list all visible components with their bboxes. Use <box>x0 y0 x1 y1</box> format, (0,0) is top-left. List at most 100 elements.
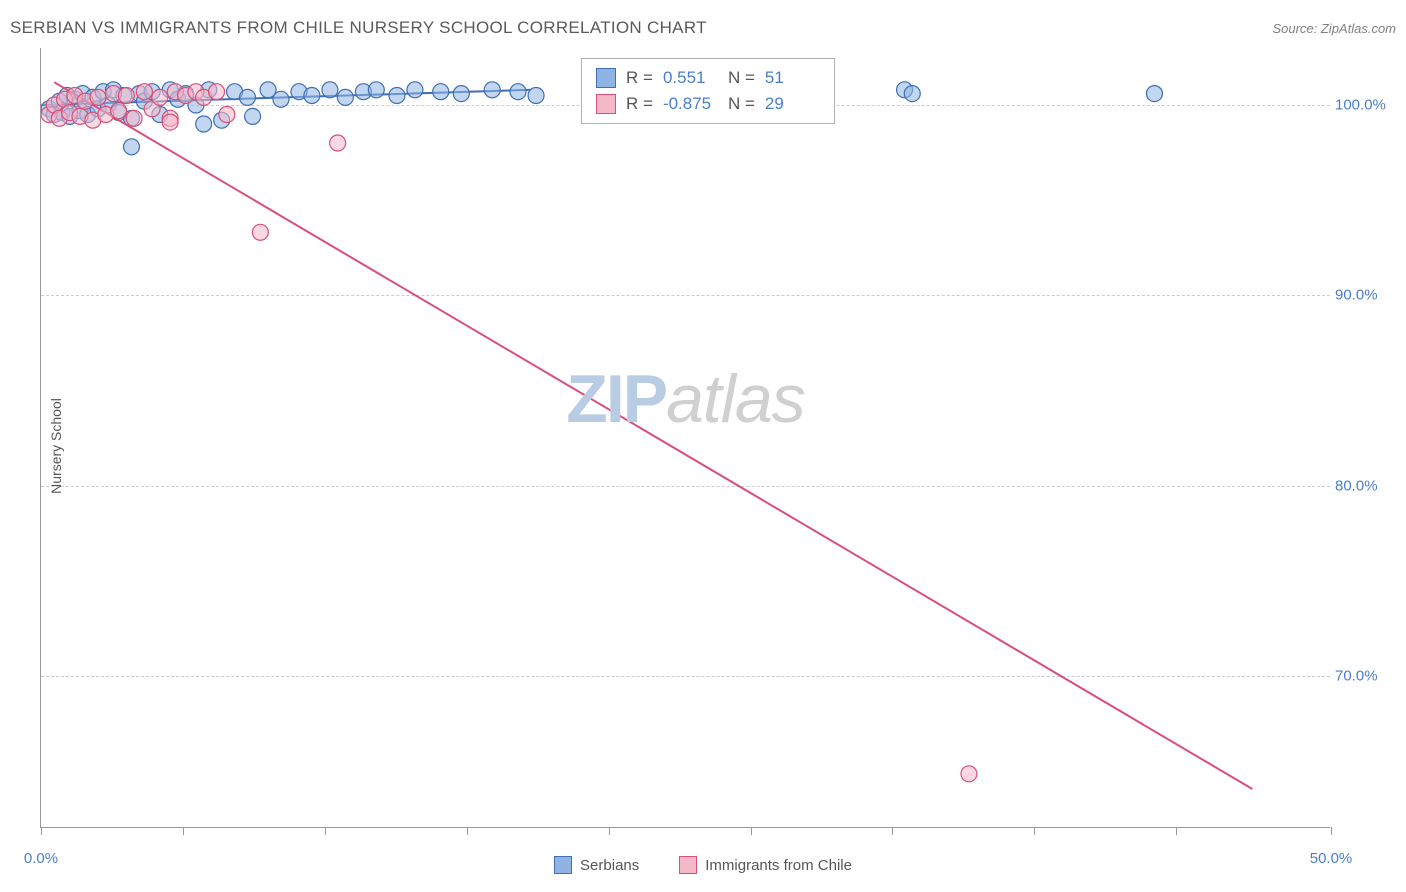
x-tick <box>1176 827 1177 835</box>
data-point <box>904 86 920 102</box>
data-point <box>90 89 106 105</box>
data-point <box>98 107 114 123</box>
data-point <box>54 105 70 121</box>
r-value: 0.551 <box>663 68 718 88</box>
data-point <box>46 107 62 123</box>
data-point <box>136 93 152 109</box>
data-point <box>227 84 243 100</box>
data-point <box>239 89 255 105</box>
data-point <box>178 88 194 104</box>
data-point <box>453 86 469 102</box>
stats-row: R =0.551N =51 <box>596 65 820 91</box>
data-point <box>260 82 276 98</box>
data-point <box>252 224 268 240</box>
r-value: -0.875 <box>663 94 718 114</box>
scatter-svg <box>41 48 1330 827</box>
data-point <box>355 84 371 100</box>
data-point <box>144 84 160 100</box>
data-point <box>118 88 134 104</box>
data-point <box>51 93 67 109</box>
legend-label: Immigrants from Chile <box>705 857 852 874</box>
data-point <box>1146 86 1162 102</box>
stats-box: R = 0.551 N = 51 R = -0.875 N = 29 <box>581 58 835 124</box>
n-label: N = <box>728 68 755 88</box>
data-point <box>77 93 93 109</box>
data-point <box>144 101 160 117</box>
chart-title: SERBIAN VS IMMIGRANTS FROM CHILE NURSERY… <box>10 18 707 38</box>
data-point <box>85 112 101 128</box>
data-point <box>62 108 78 124</box>
data-point <box>136 84 152 100</box>
data-point <box>124 110 140 126</box>
data-point <box>105 82 121 98</box>
x-tick <box>325 827 326 835</box>
plot-area: 70.0%80.0%90.0%100.0% 0.0%50.0% ZIPatlas… <box>40 48 1330 828</box>
y-tick-label: 70.0% <box>1335 667 1395 684</box>
source-label: Source: ZipAtlas.com <box>1272 21 1396 36</box>
data-point <box>196 116 212 132</box>
data-point <box>209 84 225 100</box>
data-point <box>111 105 127 121</box>
trend-line <box>41 90 531 105</box>
legend-item: Serbians <box>554 856 639 874</box>
data-point <box>41 101 57 117</box>
data-point <box>167 84 183 100</box>
data-point <box>389 88 405 104</box>
data-point <box>72 108 88 124</box>
data-point <box>510 84 526 100</box>
data-point <box>162 82 178 98</box>
data-point <box>41 107 57 123</box>
data-point <box>126 110 142 126</box>
legend-label: Serbians <box>580 857 639 874</box>
data-point <box>152 107 168 123</box>
trend-line <box>54 82 1252 789</box>
data-point <box>219 107 235 123</box>
x-tick <box>41 827 42 835</box>
legend-item: Immigrants from Chile <box>679 856 852 874</box>
data-point <box>131 86 147 102</box>
data-point <box>196 89 212 105</box>
stats-row: R = -0.875 N = 29 <box>596 91 820 117</box>
data-point <box>124 139 140 155</box>
data-point <box>67 88 83 104</box>
data-point <box>75 86 91 102</box>
stats-swatch <box>596 94 616 114</box>
legend-swatch <box>554 856 572 874</box>
x-tick <box>467 827 468 835</box>
data-point <box>178 86 194 102</box>
r-label: R = <box>626 94 653 114</box>
data-point <box>95 84 111 100</box>
watermark: ZIPatlas <box>566 360 804 438</box>
data-point <box>59 88 75 104</box>
legend: Serbians Immigrants from Chile <box>0 856 1406 874</box>
data-point <box>407 82 423 98</box>
chart-container: SERBIAN VS IMMIGRANTS FROM CHILE NURSERY… <box>0 0 1406 892</box>
data-point <box>291 84 307 100</box>
y-tick-label: 80.0% <box>1335 477 1395 494</box>
data-point <box>330 135 346 151</box>
data-point <box>152 89 168 105</box>
data-point <box>337 89 353 105</box>
data-point <box>162 110 178 126</box>
data-point <box>214 112 230 128</box>
legend-swatch <box>679 856 697 874</box>
n-value: 51 <box>765 68 820 88</box>
data-point <box>897 82 913 98</box>
data-point <box>484 82 500 98</box>
x-tick <box>609 827 610 835</box>
data-point <box>368 82 384 98</box>
x-tick <box>751 827 752 835</box>
x-tick <box>1331 827 1332 835</box>
watermark-zip: ZIP <box>566 361 666 437</box>
data-point <box>188 84 204 100</box>
data-point <box>85 89 101 105</box>
data-point <box>162 114 178 130</box>
n-value: 29 <box>765 94 820 114</box>
data-point <box>90 101 106 117</box>
x-tick <box>1034 827 1035 835</box>
data-point <box>433 84 449 100</box>
title-bar: SERBIAN VS IMMIGRANTS FROM CHILE NURSERY… <box>10 18 1396 38</box>
n-label: N = <box>728 94 755 114</box>
x-tick <box>183 827 184 835</box>
y-tick-label: 100.0% <box>1335 97 1395 114</box>
